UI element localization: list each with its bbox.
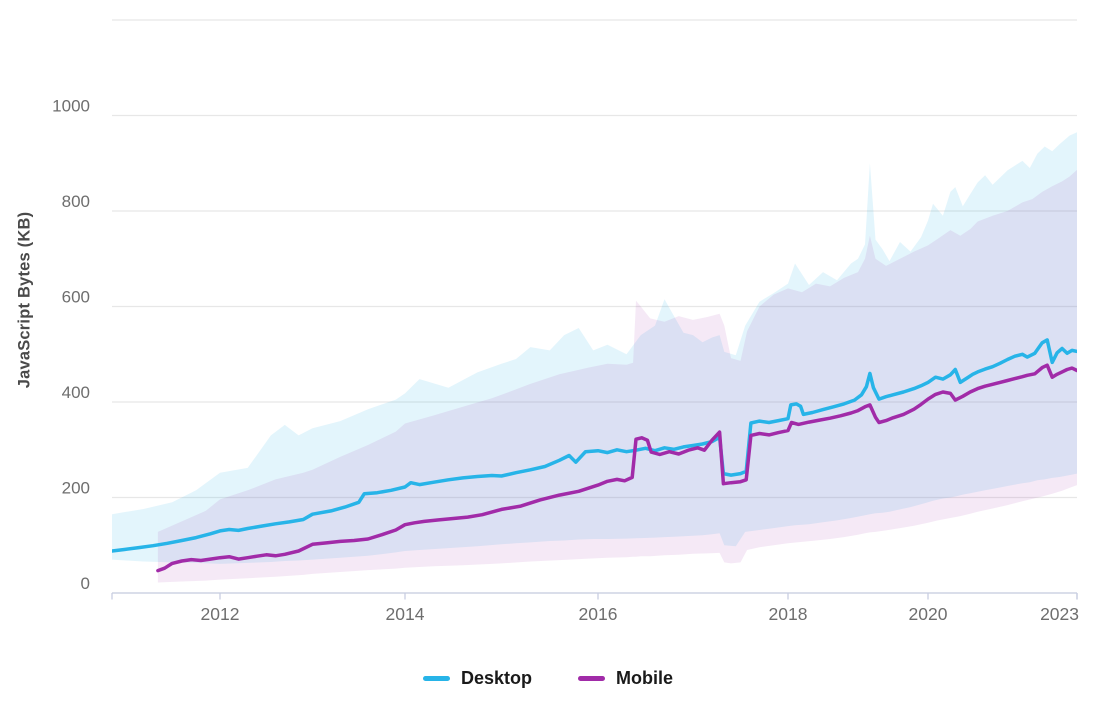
y-axis-label: 200 — [62, 479, 90, 498]
legend-item-mobile[interactable]: Mobile — [578, 668, 673, 689]
y-axis-label: 0 — [81, 574, 90, 593]
y-axis-label: 1000 — [52, 97, 90, 116]
mobile-line[interactable] — [156, 363, 1077, 573]
x-axis-label: 2014 — [386, 604, 425, 624]
legend-item-desktop[interactable]: Desktop — [422, 668, 532, 689]
x-axis-label: 2020 — [909, 604, 948, 624]
legend: Desktop Mobile — [0, 668, 1096, 689]
x-axis-label: 2023 — [1040, 604, 1079, 624]
js-bytes-chart[interactable]: 2012 2014 2016 2018 2020 2023 0 200 400 600 800 100… — [0, 0, 1096, 660]
x-axis-label: 2018 — [769, 604, 808, 624]
y-axis-label: 400 — [62, 383, 90, 402]
mobile-line-swatch — [578, 676, 605, 681]
x-axis-label: 2012 — [201, 604, 240, 624]
desktop-line-swatch — [422, 676, 450, 681]
desktop-band-area — [112, 132, 1077, 564]
y-axis-title: JavaScript Bytes (KB) — [15, 211, 34, 389]
mobile-band-area — [157, 169, 1077, 583]
legend-label-desktop: Desktop — [460, 668, 532, 688]
x-axis-label: 2016 — [579, 604, 618, 624]
y-axis-label: 800 — [62, 192, 90, 211]
y-axis-label: 600 — [62, 288, 90, 307]
legend-label-mobile: Mobile — [616, 668, 673, 688]
